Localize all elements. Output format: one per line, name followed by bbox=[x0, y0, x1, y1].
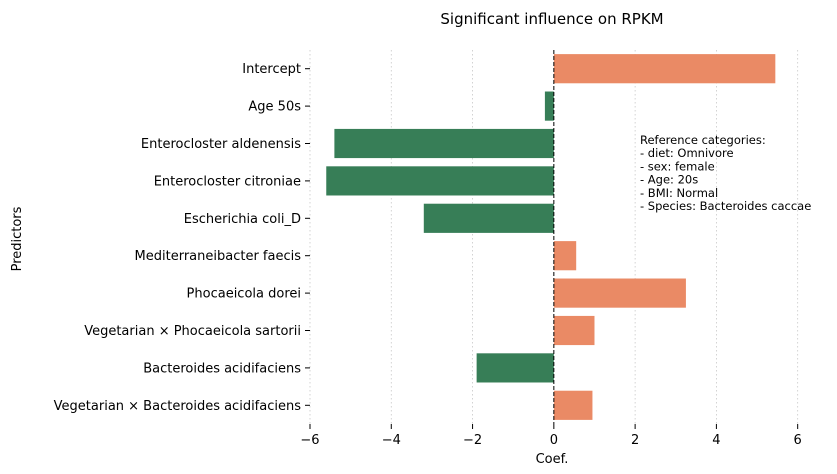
reference-categories-note: Reference categories:- diet: Omnivore- s… bbox=[640, 133, 811, 213]
annotation-line: - BMI: Normal bbox=[640, 186, 718, 200]
bar bbox=[423, 203, 554, 233]
annotation-line: - Age: 20s bbox=[640, 173, 698, 187]
category-label: Bacteroides acidifaciens bbox=[143, 361, 301, 376]
category-label: Age 50s bbox=[248, 100, 301, 115]
annotation-line: - sex: female bbox=[640, 159, 715, 173]
x-tick-label: 2 bbox=[631, 433, 639, 448]
bars bbox=[326, 54, 776, 420]
bar bbox=[553, 390, 593, 420]
y-axis-label: Predictors bbox=[10, 206, 25, 271]
x-tick-label: 6 bbox=[794, 433, 802, 448]
annotation-line: - Species: Bacteroides caccae bbox=[640, 199, 811, 213]
category-label: Escherichia coli_D bbox=[184, 212, 301, 227]
bar bbox=[553, 241, 577, 271]
category-label: Vegetarian × Phocaeicola sartorii bbox=[84, 324, 301, 339]
bar bbox=[553, 54, 776, 84]
x-tick-label: −6 bbox=[300, 433, 319, 448]
chart-title: Significant influence on RPKM bbox=[440, 10, 663, 28]
category-label: Phocaeicola dorei bbox=[187, 287, 301, 302]
category-label: Enterocloster aldenensis bbox=[141, 137, 301, 152]
x-axis-ticks: −6 −4 −2 0 2 4 6 bbox=[300, 424, 802, 448]
category-label: Vegetarian × Bacteroides acidifaciens bbox=[54, 399, 302, 414]
annotation-line: Reference categories: bbox=[640, 133, 766, 147]
annotation-line: - diet: Omnivore bbox=[640, 146, 734, 160]
category-label: Mediterraneibacter faecis bbox=[135, 249, 302, 264]
bar bbox=[334, 128, 554, 159]
bar bbox=[326, 166, 554, 196]
bar bbox=[553, 278, 686, 308]
x-tick-label: −4 bbox=[382, 433, 401, 448]
category-label: Intercept bbox=[242, 62, 301, 77]
bar bbox=[476, 353, 554, 383]
x-axis-label: Coef. bbox=[536, 452, 569, 467]
x-tick-label: 0 bbox=[550, 433, 558, 448]
y-axis-category-labels: Intercept Age 50s Enterocloster aldenensis… bbox=[54, 62, 310, 414]
x-tick-label: 4 bbox=[712, 433, 720, 448]
bar bbox=[553, 315, 595, 346]
x-tick-label: −2 bbox=[463, 433, 482, 448]
bar bbox=[544, 91, 554, 121]
category-label: Enterocloster citroniae bbox=[154, 174, 301, 189]
